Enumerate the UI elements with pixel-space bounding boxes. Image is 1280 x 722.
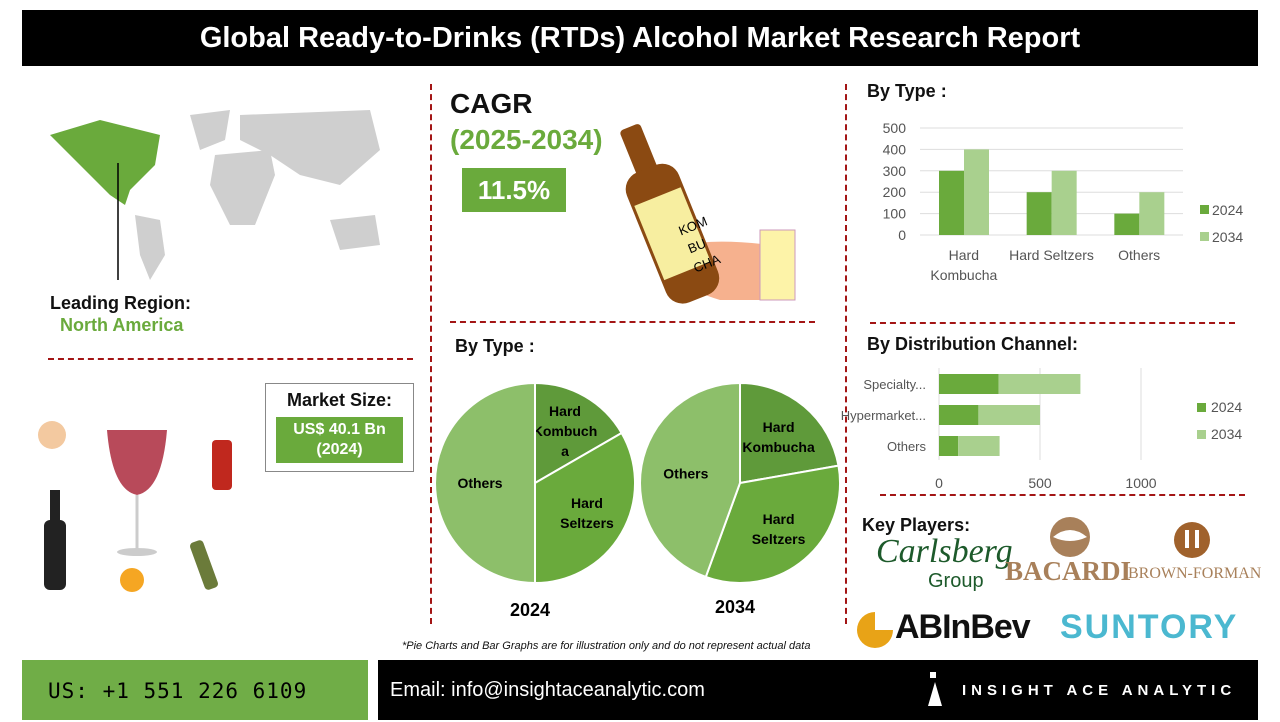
carlsberg-logo: Carlsberg (876, 533, 1013, 570)
cagr-period: (2025-2034) (450, 124, 603, 155)
y-tick-label: Others (887, 439, 927, 454)
by-channel-bar-chart: 0 500 1000 Specialty... Hypermarket... Others… (841, 368, 1242, 491)
y-tick-label: 300 (883, 163, 907, 179)
cagr-label: CAGR (450, 88, 533, 119)
bar-2024 (1114, 213, 1140, 235)
bar-2024 (939, 170, 964, 235)
pie-label: Seltzers (752, 531, 806, 547)
bacardi-bat-icon (1050, 517, 1090, 557)
divider (845, 84, 847, 624)
pie-label: Kombuch (533, 423, 598, 439)
divider (870, 322, 1235, 324)
bar-2034 (958, 436, 1000, 456)
bar-2034 (1139, 192, 1165, 235)
y-tick-label: 100 (883, 206, 907, 222)
pie-slice (739, 381, 840, 485)
x-tick-label: 1000 (1125, 475, 1156, 491)
bar-2024 (939, 436, 959, 456)
bar-2024 (1026, 192, 1052, 235)
bar-2024 (939, 374, 999, 394)
insightace-logo-icon (928, 672, 942, 706)
y-tick-label: 200 (883, 184, 907, 200)
pie-label: Others (663, 465, 708, 481)
brown-forman-logo: BROWN-FORMAN (1128, 565, 1262, 582)
divider (450, 321, 815, 323)
brown-forman-icon (1174, 522, 1210, 558)
x-tick-label: 500 (1028, 475, 1052, 491)
x-tick-label: Hard (949, 247, 979, 263)
bar-2034 (964, 149, 989, 235)
pie-label: Hard (763, 511, 795, 527)
kombucha-bottle-icon: KOM BU CHA (620, 124, 796, 304)
y-tick-label: 0 (898, 227, 906, 243)
leading-region-value: North America (60, 315, 184, 335)
divider (880, 494, 1245, 496)
email-contact: Email: info@insightaceanalytic.com (390, 679, 705, 701)
bacardi-logo: BACARDI (1005, 556, 1132, 586)
y-tick-label: 500 (883, 120, 907, 136)
legend-swatch (1200, 205, 1209, 214)
pie-slice (704, 464, 841, 584)
legend-swatch (1197, 430, 1206, 439)
legend-label: 2034 (1211, 426, 1242, 442)
y-tick-label: 400 (883, 141, 907, 157)
drinks-illustration-icon (38, 421, 232, 592)
abinbev-icon (857, 612, 893, 648)
market-size-label: Market Size: (286, 390, 393, 410)
world-map-icon (50, 110, 380, 280)
pie-slice (639, 381, 741, 579)
pie-year-label: 2024 (510, 600, 550, 620)
report-title: Global Ready-to-Drinks (RTDs) Alcohol Ma… (22, 10, 1258, 66)
x-tick-label: Hard Seltzers (1009, 247, 1094, 263)
y-tick-label: Specialty... (863, 377, 926, 392)
by-type-pie-charts: HardKombuchaHardSeltzersOthers2024HardKo… (434, 381, 841, 620)
pie-label: Others (457, 475, 502, 491)
market-size-year: (2024) (316, 441, 363, 458)
pie-label: Hard (549, 403, 581, 419)
leading-region-label: Leading Region: (50, 293, 191, 313)
bar-2034 (1051, 170, 1077, 235)
pie-year-label: 2034 (715, 597, 755, 617)
bottle-text: BU (686, 236, 708, 257)
suntory-logo: SUNTORY (1060, 608, 1239, 646)
y-tick-label: Hypermarket... (841, 408, 926, 423)
divider (430, 84, 432, 624)
by-channel-title: By Distribution Channel: (867, 334, 1078, 354)
key-players-title: Key Players: (862, 515, 971, 535)
legend-swatch (1197, 403, 1206, 412)
market-size-box: Market Size: US$ 40.1 Bn (2024) (265, 383, 414, 472)
pie-label: Seltzers (560, 515, 614, 531)
by-type-bar-title: By Type : (867, 81, 947, 101)
pie-label: Hard (763, 419, 795, 435)
legend-swatch (1200, 232, 1209, 241)
pie-label: Hard (571, 495, 603, 511)
x-tick-label: Kombucha (930, 267, 997, 283)
market-size-value: US$ 40.1 Bn (293, 421, 386, 438)
footer-bar: Email: info@insightaceanalytic.com INSIG… (378, 660, 1258, 720)
bar-2024 (939, 405, 979, 425)
bar-2034 (978, 405, 1040, 425)
by-type-bar-chart: 0 100 200 300 400 500 Hard Kombucha Hard Seltzer… (883, 120, 1244, 283)
cagr-value: 11.5% (462, 168, 566, 212)
pie-label: Kombucha (742, 439, 815, 455)
x-tick-label: 0 (935, 475, 943, 491)
phone-contact: US: +1 551 226 6109 (22, 660, 368, 720)
brand-name: INSIGHT ACE ANALYTIC (962, 682, 1237, 699)
by-type-pie-title: By Type : (455, 336, 535, 356)
legend-label: 2024 (1211, 399, 1242, 415)
abinbev-logo: ABInBev (895, 608, 1031, 646)
x-tick-label: Others (1118, 247, 1160, 263)
disclaimer: *Pie Charts and Bar Graphs are for illus… (402, 640, 811, 652)
divider (48, 358, 413, 360)
pie-slice (534, 381, 623, 485)
pie-slice (434, 381, 536, 585)
bar-2034 (998, 374, 1081, 394)
legend-label: 2024 (1212, 202, 1243, 218)
pie-slice (534, 431, 636, 585)
carlsberg-group-text: Group (928, 570, 984, 592)
legend-label: 2034 (1212, 229, 1243, 245)
pie-label: a (561, 443, 569, 459)
